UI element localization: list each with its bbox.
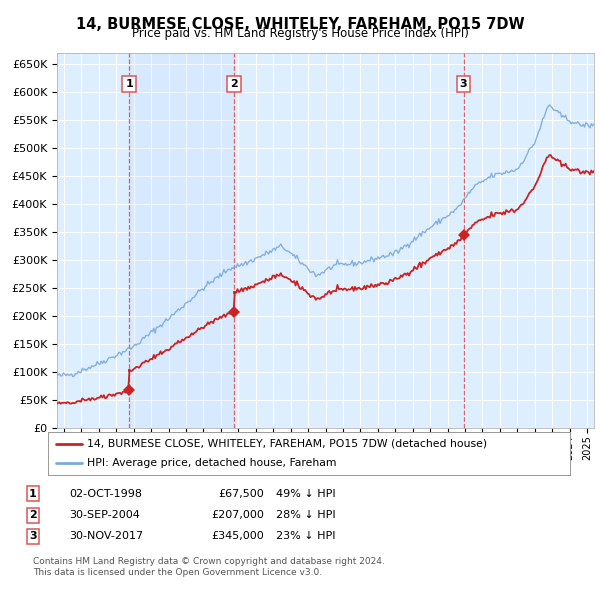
Text: 1: 1 <box>29 489 37 499</box>
Text: 23% ↓ HPI: 23% ↓ HPI <box>276 532 335 541</box>
Text: This data is licensed under the Open Government Licence v3.0.: This data is licensed under the Open Gov… <box>33 568 322 577</box>
Text: 30-NOV-2017: 30-NOV-2017 <box>69 532 143 541</box>
Text: 1: 1 <box>125 79 133 89</box>
Text: HPI: Average price, detached house, Fareham: HPI: Average price, detached house, Fare… <box>87 458 337 468</box>
Text: 14, BURMESE CLOSE, WHITELEY, FAREHAM, PO15 7DW: 14, BURMESE CLOSE, WHITELEY, FAREHAM, PO… <box>76 17 524 31</box>
Text: 3: 3 <box>460 79 467 89</box>
Text: 30-SEP-2004: 30-SEP-2004 <box>69 510 140 520</box>
Text: 2: 2 <box>29 510 37 520</box>
Text: £207,000: £207,000 <box>211 510 264 520</box>
Text: 28% ↓ HPI: 28% ↓ HPI <box>276 510 335 520</box>
Text: 02-OCT-1998: 02-OCT-1998 <box>69 489 142 499</box>
Text: 2: 2 <box>230 79 238 89</box>
Text: £67,500: £67,500 <box>218 489 264 499</box>
Text: 14, BURMESE CLOSE, WHITELEY, FAREHAM, PO15 7DW (detached house): 14, BURMESE CLOSE, WHITELEY, FAREHAM, PO… <box>87 439 487 449</box>
Text: £345,000: £345,000 <box>211 532 264 541</box>
Text: 3: 3 <box>29 532 37 541</box>
Bar <box>130 53 234 428</box>
Text: Contains HM Land Registry data © Crown copyright and database right 2024.: Contains HM Land Registry data © Crown c… <box>33 557 385 566</box>
Text: 49% ↓ HPI: 49% ↓ HPI <box>276 489 335 499</box>
Text: Price paid vs. HM Land Registry's House Price Index (HPI): Price paid vs. HM Land Registry's House … <box>131 27 469 40</box>
